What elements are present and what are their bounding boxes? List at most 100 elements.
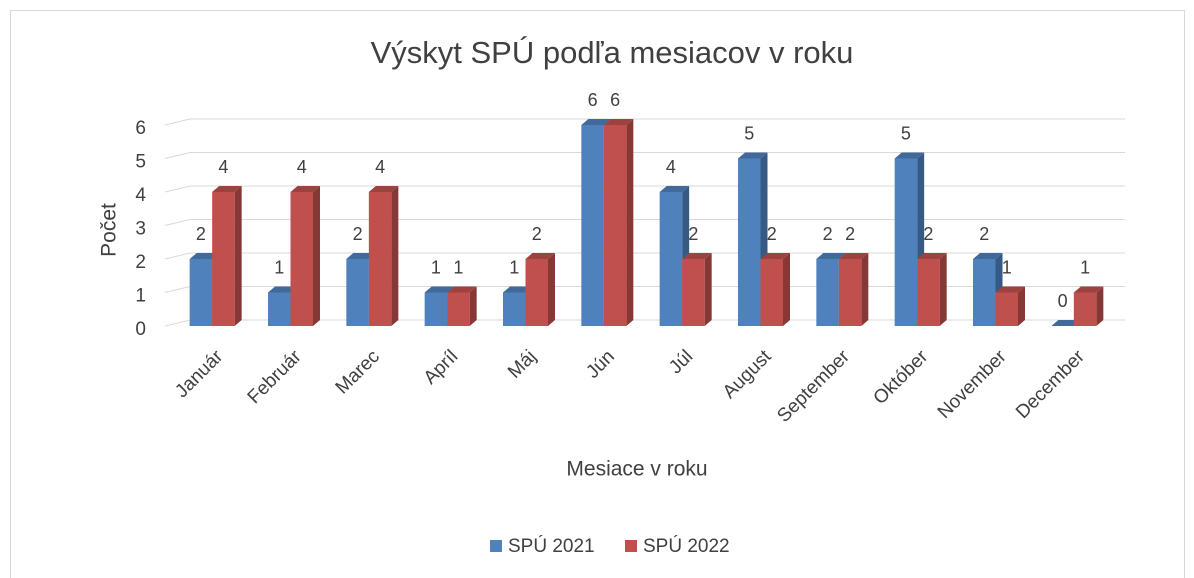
data-label: 0	[1058, 291, 1068, 311]
bar-front	[346, 259, 369, 326]
bar-front	[368, 192, 392, 326]
bar	[838, 253, 869, 326]
bar-top	[503, 286, 533, 293]
bar-side	[548, 253, 555, 326]
grid-line	[164, 252, 1125, 260]
y-tick-label: 4	[135, 185, 146, 206]
bar-top	[346, 253, 376, 259]
bar-top	[760, 253, 790, 259]
bar-front	[447, 292, 470, 326]
data-label: 4	[375, 157, 385, 177]
bar-front	[838, 259, 862, 326]
bar-side	[1096, 286, 1104, 326]
bar-front	[268, 292, 291, 326]
bar	[368, 186, 399, 326]
bar	[212, 186, 242, 326]
legend-label: SPÚ 2022	[643, 535, 730, 557]
data-label: 1	[453, 257, 463, 277]
bar-front	[189, 259, 213, 326]
data-label: 4	[218, 157, 228, 177]
data-label: 2	[845, 224, 855, 244]
grid-line	[164, 118, 1125, 126]
y-tick-label: 0	[135, 319, 146, 340]
bar-top	[424, 286, 455, 293]
bar-top	[1051, 320, 1081, 326]
y-tick-label: 6	[135, 118, 146, 139]
bar-side	[704, 253, 712, 326]
bar-side	[1018, 286, 1025, 326]
data-label: 4	[666, 157, 676, 177]
legend-swatch	[490, 540, 502, 552]
y-tick-label: 5	[135, 152, 146, 173]
bar	[917, 253, 947, 326]
data-label: 5	[744, 123, 754, 143]
bar-front	[917, 259, 940, 326]
bar-front	[682, 259, 705, 326]
bar	[603, 119, 634, 326]
bar-top	[682, 253, 712, 259]
data-label: 2	[688, 224, 698, 244]
bar-front	[212, 192, 235, 326]
bar-top	[189, 253, 220, 259]
bar-top	[816, 253, 846, 259]
bar-top	[290, 186, 320, 192]
bar-top	[368, 186, 399, 192]
bar-top	[581, 119, 611, 125]
data-label: 1	[509, 257, 519, 277]
grid-line	[164, 152, 1125, 159]
data-label: 5	[901, 123, 911, 143]
bar	[760, 253, 790, 326]
data-label: 2	[196, 224, 206, 244]
grid-line	[164, 219, 1125, 226]
bar-side	[939, 253, 947, 326]
data-label: 2	[923, 224, 933, 244]
bar-front	[503, 292, 526, 326]
legend-label: SPÚ 2021	[508, 535, 595, 557]
x-axis-title: Mesiace v roku	[566, 458, 707, 481]
bar-front	[995, 292, 1018, 326]
y-tick-label: 2	[135, 252, 146, 273]
bar-front	[581, 125, 604, 326]
bar-front	[973, 259, 996, 326]
bar-front	[290, 192, 313, 326]
bar	[1073, 286, 1104, 326]
bar-side	[391, 186, 399, 326]
bar-side	[783, 253, 790, 326]
bar-side	[234, 186, 242, 326]
bar-top	[838, 253, 869, 259]
y-tick-label: 3	[135, 219, 146, 240]
bar	[995, 286, 1025, 326]
bar-top	[1073, 286, 1104, 293]
bar-top	[973, 253, 1003, 259]
bar-top	[212, 186, 242, 192]
bar-front	[816, 259, 839, 326]
bar-front	[738, 158, 761, 326]
bar	[682, 253, 712, 326]
bar-top	[525, 253, 555, 259]
bar-side	[313, 186, 320, 326]
bar-top	[995, 286, 1025, 293]
bar-top	[603, 119, 634, 125]
bar-top	[447, 286, 477, 293]
chart-title: Výskyt SPÚ podľa mesiacov v roku	[371, 35, 854, 70]
data-label: 2	[823, 224, 833, 244]
y-tick-label: 1	[135, 286, 146, 307]
data-label: 1	[274, 257, 284, 277]
data-label: 6	[588, 90, 598, 110]
bar	[1051, 320, 1081, 326]
data-label: 1	[1080, 257, 1090, 277]
data-label: 2	[353, 224, 363, 244]
y-axis-title: Počet	[98, 203, 121, 257]
bar-top	[268, 286, 298, 293]
bar-front	[659, 192, 683, 326]
bar-top	[917, 253, 947, 259]
bar-front	[603, 125, 627, 326]
bar-front	[1073, 292, 1097, 326]
bar-side	[626, 119, 634, 326]
bar-side	[861, 253, 869, 326]
bar-top	[894, 152, 925, 159]
data-label: 2	[532, 224, 542, 244]
data-label: 1	[431, 257, 441, 277]
data-label: 6	[610, 90, 620, 110]
bar-front	[525, 259, 548, 326]
